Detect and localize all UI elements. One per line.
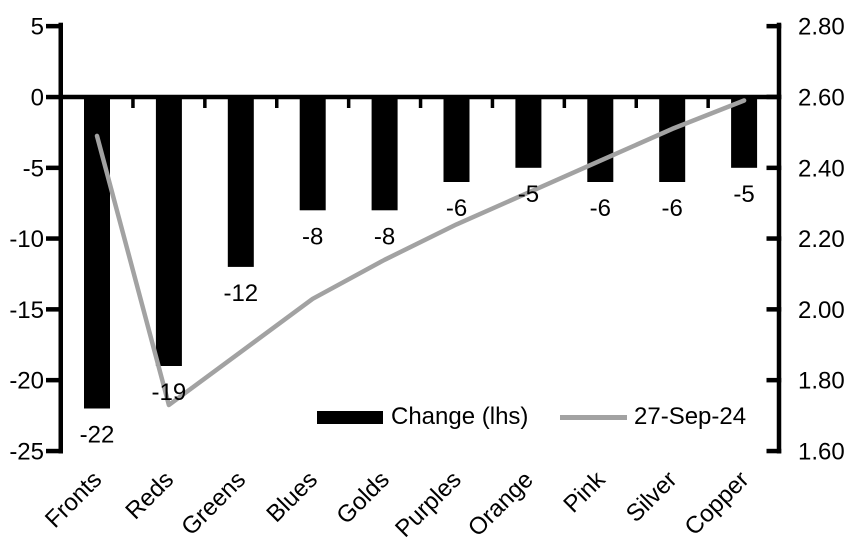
bar-data-label-golds: -8 [374,223,395,250]
line-series-27-sep-24 [94,98,747,408]
left-axis-tick-label: 5 [31,14,44,41]
right-axis-tick [766,377,782,383]
x-axis-label-orange: Orange [463,466,539,542]
right-axis-tick-label: 2.60 [798,85,845,112]
x-axis-label-copper: Copper [680,466,755,541]
x-axis-label-fronts: Fronts [40,466,107,533]
x-axis-tick [634,97,638,108]
x-axis-label-reds: Reds [120,466,179,525]
left-axis-tick [46,307,63,312]
left-axis-tick-label: -20 [9,368,44,395]
bar-silver [659,97,686,182]
bar-data-label-orange: -5 [518,181,539,208]
left-axis-tick-label: 0 [31,85,44,112]
x-axis-tick [275,97,279,108]
bar-data-label-reds: -19 [152,379,187,406]
right-axis-tick [766,23,782,29]
x-axis-label-pink: Pink [558,465,611,518]
left-axis-tick [46,23,63,29]
x-axis-tick [131,97,135,108]
x-axis-tick [346,97,351,108]
x-axis-label-silver: Silver [621,466,683,528]
bar-data-label-greens: -12 [223,280,258,307]
right-axis-tick-label: 1.80 [798,368,845,395]
bar-greens [227,97,254,267]
x-axis-tick [490,97,495,108]
right-axis-tick [766,236,782,241]
bar-copper [731,97,758,168]
right-axis-tick-label: 2.40 [798,155,845,182]
bar-reds [155,97,182,366]
right-axis-tick-label: 2.80 [798,14,845,41]
left-axis-tick [46,236,63,241]
bar-golds [371,97,398,211]
bar-data-label-pink: -6 [590,195,611,222]
bar-data-label-fronts: -22 [80,422,115,449]
bar-data-label-silver: -6 [662,195,683,222]
left-axis-tick-label: -10 [9,226,44,253]
x-axis-tick [706,97,710,108]
bar-data-label-copper: -5 [733,181,754,208]
right-axis-tick [766,307,782,312]
bar-data-label-blues: -8 [302,223,323,250]
x-axis-tick [562,97,567,108]
x-axis-tick [418,97,423,108]
left-axis-tick [46,448,63,454]
bar-purples [443,97,470,182]
bar-blues [299,97,326,211]
right-axis-tick-label: 2.20 [798,226,845,253]
right-axis-tick-label: 2.00 [798,297,845,324]
left-axis-tick [46,377,63,383]
right-axis-tick [766,165,782,171]
bar-fronts [84,97,110,409]
left-axis-tick-label: -25 [9,439,44,466]
bar-orange [515,97,542,168]
x-axis-label-blues: Blues [261,466,323,528]
right-axis-tick [766,448,782,454]
bar-data-label-purples: -6 [446,195,467,222]
x-axis-tick [203,97,207,108]
x-axis-label-purples: Purples [390,466,467,543]
right-axis-tick-label: 1.60 [798,439,845,466]
bar-pink [587,97,614,182]
left-axis-tick-label: -5 [23,155,44,182]
left-axis-tick-label: -15 [9,297,44,324]
left-axis-tick [46,165,63,171]
x-axis-label-golds: Golds [331,466,394,529]
x-axis-label-greens: Greens [176,466,251,541]
left-axis-tick [46,94,63,100]
